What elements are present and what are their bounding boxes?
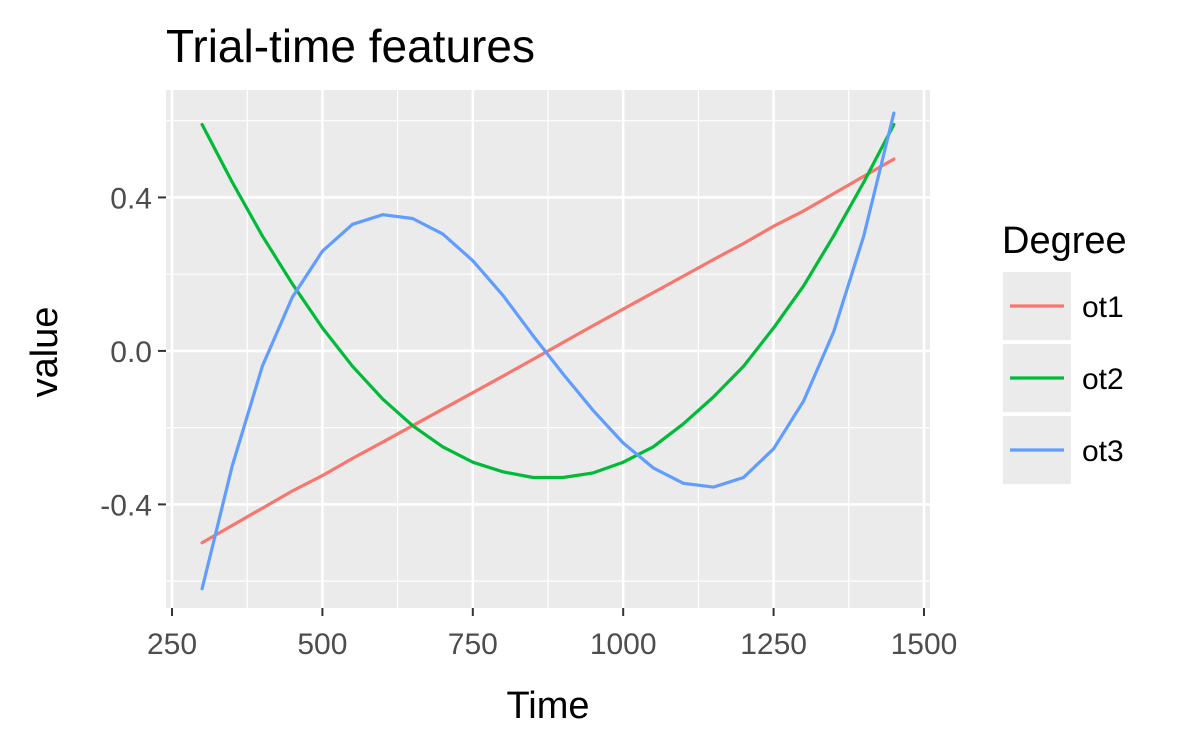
- x-tick-label: 750: [448, 628, 498, 661]
- series-line-ot1: [200, 157, 896, 545]
- minor-gridlines: [166, 90, 930, 608]
- y-tick-label: 0.4: [110, 182, 152, 215]
- x-tick-label: 500: [297, 628, 347, 661]
- x-axis-ticks: 250 500 750 1000 1250 1500: [147, 608, 957, 661]
- legend-label-ot3: ot3: [1082, 435, 1124, 468]
- series-lines: [200, 111, 896, 591]
- x-axis-title: Time: [506, 685, 589, 727]
- legend-label-ot1: ot1: [1082, 291, 1124, 324]
- y-axis-title: value: [24, 307, 66, 398]
- x-tick-label: 1000: [590, 628, 657, 661]
- y-tick-label: -0.4: [100, 489, 152, 522]
- legend: Degree ot1 ot2 ot3: [1002, 220, 1127, 484]
- chart-title: Trial-time features: [166, 20, 535, 72]
- legend-title: Degree: [1002, 220, 1127, 262]
- x-tick-label: 1500: [891, 628, 958, 661]
- legend-label-ot2: ot2: [1082, 363, 1124, 396]
- x-tick-label: 1250: [740, 628, 807, 661]
- series-line-ot2: [200, 122, 896, 480]
- y-axis-ticks: -0.4 0.0 0.4: [100, 182, 166, 522]
- y-tick-label: 0.0: [110, 336, 152, 369]
- major-gridlines: [166, 90, 930, 608]
- x-tick-label: 250: [147, 628, 197, 661]
- series-line-ot3: [200, 111, 896, 591]
